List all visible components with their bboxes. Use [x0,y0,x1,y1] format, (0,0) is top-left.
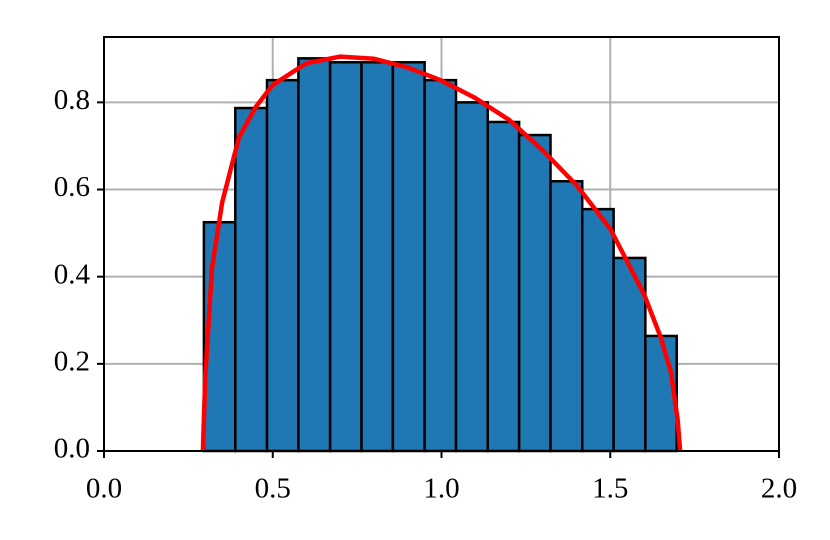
bar [486,120,521,453]
x-tick-label: 0.0 [86,473,122,505]
y-tick-label: 0.0 [54,433,90,465]
x-tick-label: 1.0 [423,473,459,505]
bar [265,78,300,453]
density-curve [200,54,683,452]
bar [517,133,552,453]
y-tick-label: 0.8 [54,84,90,116]
bar [297,57,332,453]
bar [391,61,426,453]
y-tick-label: 0.6 [54,171,90,203]
y-tick-label: 0.4 [54,258,91,290]
x-tick-label: 2.0 [761,473,797,505]
bar [423,78,458,453]
bar [360,61,395,453]
bar [549,179,584,453]
bar [234,106,269,453]
y-tick-label: 0.2 [54,345,90,377]
bar [454,101,489,453]
x-tick-label: 1.5 [592,473,628,505]
bar [328,61,363,453]
x-tick-label: 0.5 [255,473,291,505]
bar [580,207,615,453]
